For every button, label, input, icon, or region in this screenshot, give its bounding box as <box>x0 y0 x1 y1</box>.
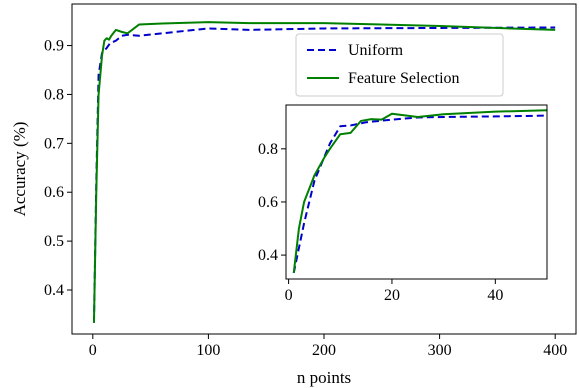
inset-background <box>286 105 547 279</box>
inset-y-tick-label: 0.8 <box>258 141 278 158</box>
y-tick-label: 0.7 <box>44 135 64 152</box>
inset-x-tick-label: 20 <box>384 287 400 304</box>
inset-y-tick-label: 0.6 <box>258 194 278 211</box>
inset-plot-frame <box>285 104 548 280</box>
legend-label-uniform: Uniform <box>348 42 404 59</box>
main-x-ticks: 0 100 200 300 400 <box>89 334 567 359</box>
main-lines <box>92 21 556 323</box>
y-tick-label: 0.9 <box>44 38 64 55</box>
x-tick-label: 300 <box>428 342 452 359</box>
inset-y-tick-label: 0.4 <box>258 247 278 264</box>
x-tick-label: 200 <box>312 342 336 359</box>
legend-box <box>295 33 504 97</box>
y-tick-label: 0.6 <box>44 184 64 201</box>
series-feature-selection <box>92 21 556 323</box>
main-y-ticks: 0.4 0.5 0.6 0.7 0.8 0.9 <box>44 38 72 299</box>
y-tick-label: 0.8 <box>44 86 64 103</box>
inset-x-tick-label: 40 <box>487 287 503 304</box>
inset-series-uniform <box>292 114 548 274</box>
y-tick-label: 0.4 <box>44 282 64 299</box>
legend-label-feature-selection: Feature Selection <box>348 70 460 87</box>
inset-x-ticks: 0 20 40 <box>285 279 503 304</box>
y-axis-label: Accuracy (%) <box>10 122 29 217</box>
inset-x-tick-label: 0 <box>285 287 293 304</box>
x-tick-label: 100 <box>196 342 220 359</box>
inset-y-ticks: 0.4 0.6 0.8 <box>258 141 286 264</box>
inset-series-feature-selection <box>292 109 548 274</box>
inset-lines <box>292 109 548 274</box>
inset-plot: 0 20 40 0.4 0.6 0.8 <box>258 104 548 304</box>
x-axis-label: n points <box>297 368 351 387</box>
x-tick-label: 0 <box>89 342 97 359</box>
legend: Uniform Feature Selection <box>295 33 504 97</box>
main-plot: 0 100 200 300 400 0.40.50.60.70.80.9 n point… <box>10 3 577 387</box>
x-tick-label: 400 <box>543 342 567 359</box>
y-tick-label: 0.5 <box>44 233 64 250</box>
